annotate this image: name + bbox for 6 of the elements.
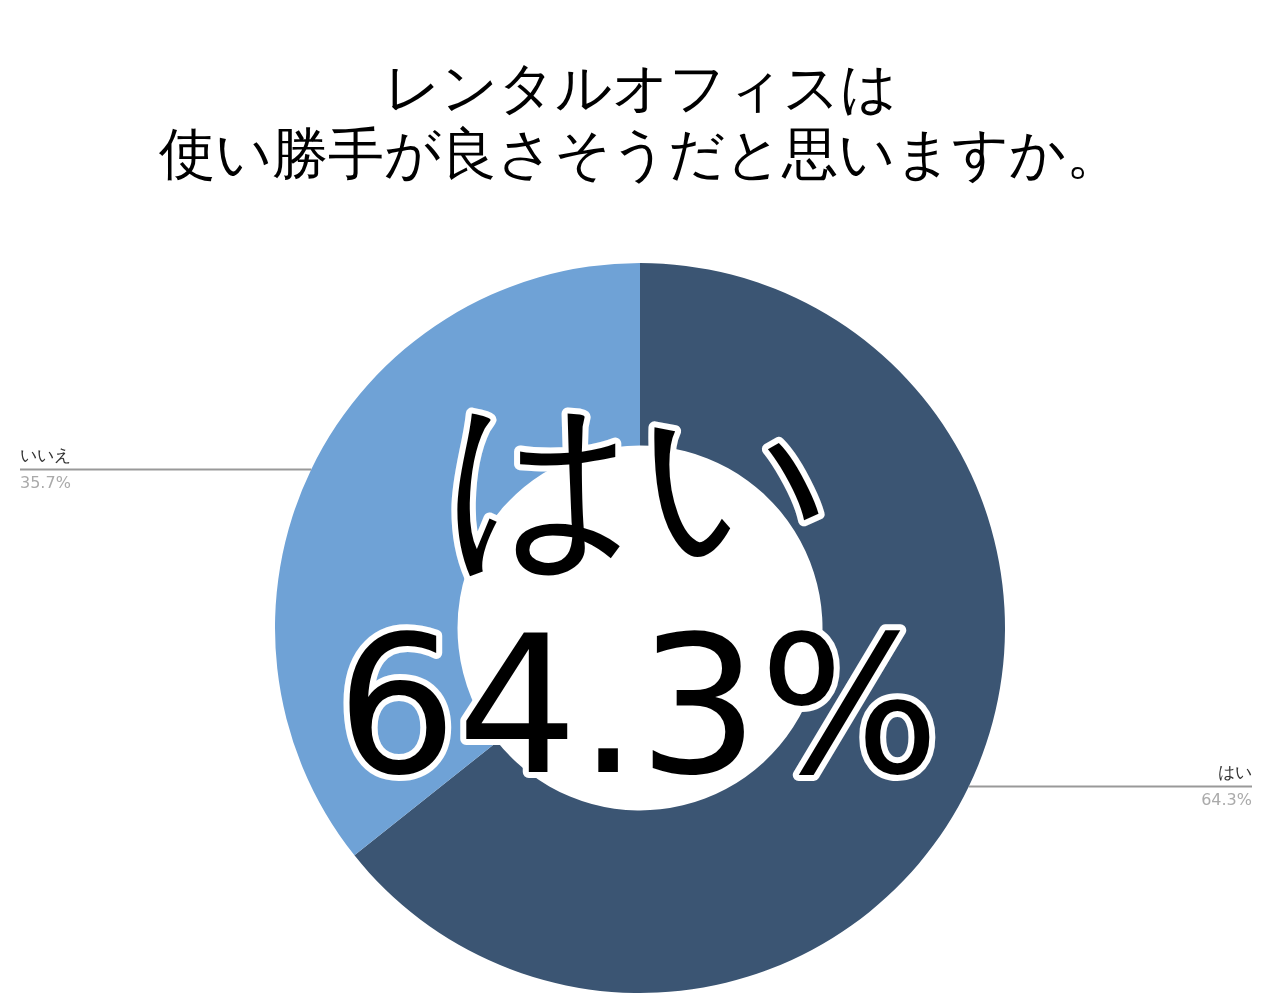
chart-subtitle: 使い勝手が良さそうだと思いますか。	[158, 120, 1122, 186]
slice-label: いいえ	[20, 445, 71, 466]
slice-label: はい	[1218, 762, 1252, 783]
data-label: 35.7%	[20, 472, 71, 492]
data-label: 64.3%	[1201, 789, 1252, 809]
chart-title: レンタルオフィスは	[383, 54, 897, 120]
